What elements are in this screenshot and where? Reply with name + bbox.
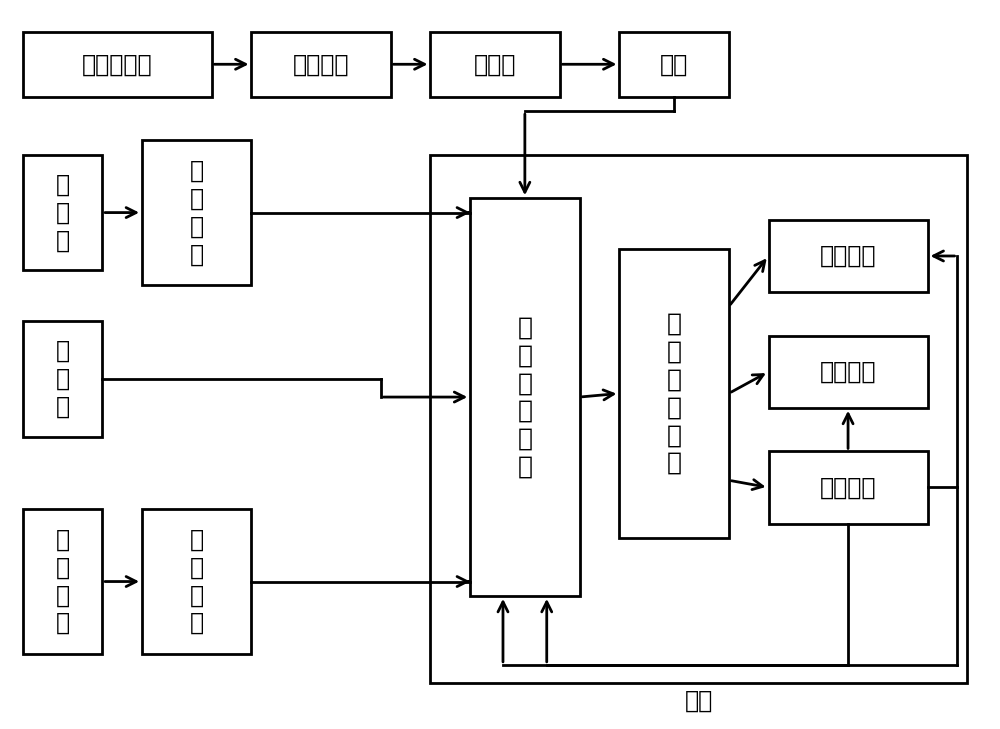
Bar [142,509,251,654]
Bar [23,155,102,270]
Bar [23,509,102,654]
Text: 地
电
波: 地 电 波 [55,339,70,418]
Text: 显示单元: 显示单元 [820,244,876,268]
Text: 前置放大: 前置放大 [293,52,349,77]
Text: 无
线
采
集: 无 线 采 集 [190,528,204,635]
Bar [23,321,102,437]
Text: 增益: 增益 [660,52,688,77]
Bar [142,140,251,285]
Text: 供电单元: 供电单元 [820,475,876,499]
Text: 滤波器: 滤波器 [474,52,516,77]
Text: 无
线
采
集: 无 线 采 集 [190,159,204,266]
Text: 控制单元: 控制单元 [820,359,876,383]
Bar [619,32,729,97]
Bar [430,32,560,97]
Text: 数
据
采
集
模
块: 数 据 采 集 模 块 [517,316,532,478]
Bar [23,32,212,97]
Text: 主机: 主机 [685,689,713,713]
Text: 数
据
处
理
模
块: 数 据 处 理 模 块 [667,312,682,475]
Bar [251,32,391,97]
Bar [619,249,729,538]
Bar [769,451,928,523]
Bar [769,335,928,408]
Bar [430,155,967,683]
Text: 高
频
电
流: 高 频 电 流 [55,528,70,635]
Bar [769,220,928,292]
Bar [470,198,580,596]
Text: 超声传感器: 超声传感器 [82,52,152,77]
Text: 特
高
频: 特 高 频 [55,173,70,252]
